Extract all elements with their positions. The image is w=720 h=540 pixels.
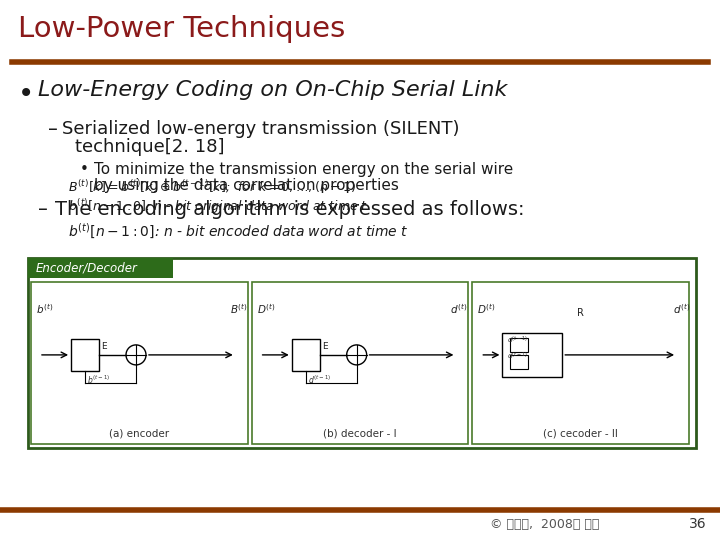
Text: by using the data correlation properties: by using the data correlation properties — [94, 178, 399, 193]
Text: To minimize the transmission energy on the serial wire: To minimize the transmission energy on t… — [94, 162, 513, 177]
Bar — [292, 339, 320, 371]
Text: (b) decoder - I: (b) decoder - I — [323, 428, 397, 438]
Text: $d^{(t-1)}$: $d^{(t-1)}$ — [508, 334, 528, 345]
Text: •: • — [18, 80, 35, 108]
Text: © 조준동,  2008년 가을: © 조준동, 2008년 가을 — [490, 517, 599, 530]
Text: R: R — [577, 308, 584, 318]
Bar — [510, 355, 528, 369]
Text: $D^{(t)}$: $D^{(t)}$ — [477, 302, 496, 316]
Text: $B^{(t)}$: $B^{(t)}$ — [230, 302, 248, 316]
Text: $b^{(t)}[n-1:0]$: $n$ - bit original data word at time $t$: $b^{(t)}[n-1:0]$: $n$ - bit original dat… — [68, 197, 368, 216]
Text: technique[2. 18]: technique[2. 18] — [75, 138, 225, 156]
Text: •: • — [80, 162, 89, 177]
Text: –: – — [38, 200, 48, 219]
Text: Low-Energy Coding on On-Chip Serial Link: Low-Energy Coding on On-Chip Serial Link — [38, 80, 508, 100]
Text: $d^{(t)}$: $d^{(t)}$ — [450, 302, 467, 316]
Text: E: E — [101, 342, 107, 351]
Text: The encoding algorithm is expressed as follows:: The encoding algorithm is expressed as f… — [55, 200, 524, 219]
Bar — [71, 339, 99, 371]
Bar — [503, 333, 562, 377]
Text: E: E — [322, 342, 328, 351]
Bar — [252, 282, 468, 444]
Text: 36: 36 — [689, 517, 707, 531]
Bar — [28, 258, 696, 448]
Text: (a) encoder: (a) encoder — [109, 428, 169, 438]
Text: Encoder/Decoder: Encoder/Decoder — [36, 261, 138, 274]
Bar — [472, 282, 689, 444]
Bar — [28, 258, 173, 278]
Text: $d^{(t-1)}$: $d^{(t-1)}$ — [508, 350, 528, 361]
Text: $b^{(t-1)}$: $b^{(t-1)}$ — [87, 374, 110, 386]
Bar — [510, 338, 528, 352]
Text: $d^{(t)}$: $d^{(t)}$ — [673, 302, 690, 316]
Text: $b^{(t)}[n-1:0]$: $n$ - bit encoded data word at time $t$: $b^{(t)}[n-1:0]$: $n$ - bit encoded data… — [68, 222, 409, 241]
Bar — [31, 282, 248, 444]
Text: $B^{(t)}[k]=b^{(t)}[k]\oplus b^{(t-1)}[k]$;  for $k=0,\ldots,(n-1)$: $B^{(t)}[k]=b^{(t)}[k]\oplus b^{(t-1)}[k… — [68, 178, 356, 195]
Text: Serialized low-energy transmission (SILENT): Serialized low-energy transmission (SILE… — [62, 120, 459, 138]
Text: $b^{(t)}$: $b^{(t)}$ — [36, 302, 53, 316]
Text: –: – — [48, 120, 58, 139]
Text: Low-Power Techniques: Low-Power Techniques — [18, 15, 346, 43]
Text: $d^{(t-1)}$: $d^{(t-1)}$ — [307, 374, 331, 386]
Text: (c) cecoder - II: (c) cecoder - II — [543, 428, 618, 438]
Text: $D^{(t)}$: $D^{(t)}$ — [256, 302, 275, 316]
